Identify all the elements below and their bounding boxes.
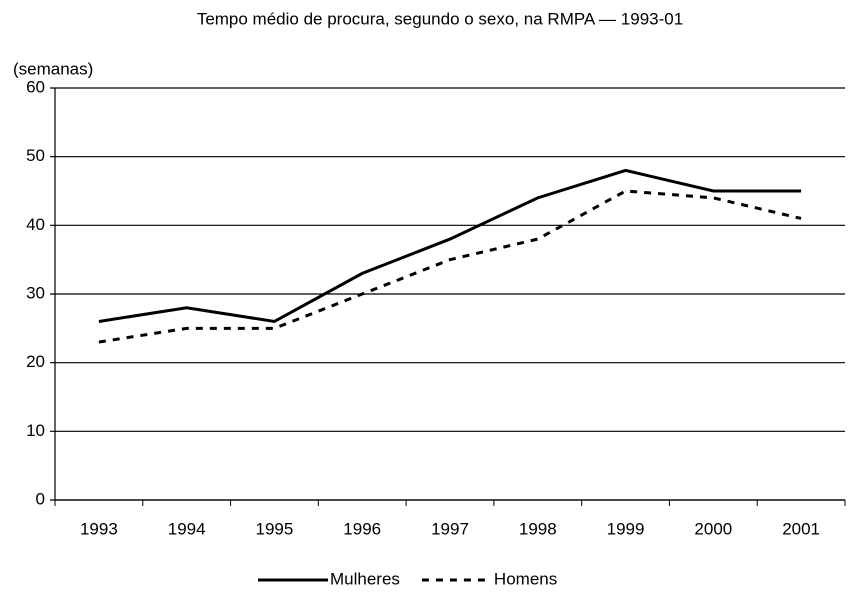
- y-axis-label: (semanas): [13, 59, 93, 78]
- x-tick-label: 1994: [168, 519, 206, 538]
- x-tick-label: 2001: [782, 519, 820, 538]
- x-tick-label: 1993: [80, 519, 118, 538]
- y-tick-label: 20: [26, 352, 45, 371]
- y-tick-label: 30: [26, 283, 45, 302]
- x-tick-label: 2000: [694, 519, 732, 538]
- y-tick-label: 10: [26, 421, 45, 440]
- series-line: [98, 168, 802, 324]
- legend-label: Mulheres: [330, 569, 400, 588]
- y-tick-label: 0: [36, 489, 45, 508]
- x-tick-label: 1998: [519, 519, 557, 538]
- y-tick-label: 60: [26, 77, 45, 96]
- x-tick-label: 1996: [343, 519, 381, 538]
- x-tick-label: 1997: [431, 519, 469, 538]
- legend-label: Homens: [494, 569, 557, 588]
- series-line: [98, 189, 802, 344]
- y-tick-label: 50: [26, 146, 45, 165]
- x-tick-label: 1999: [607, 519, 645, 538]
- y-tick-label: 40: [26, 215, 45, 234]
- x-tick-label: 1995: [256, 519, 294, 538]
- chart-title: Tempo médio de procura, segundo o sexo, …: [197, 9, 683, 28]
